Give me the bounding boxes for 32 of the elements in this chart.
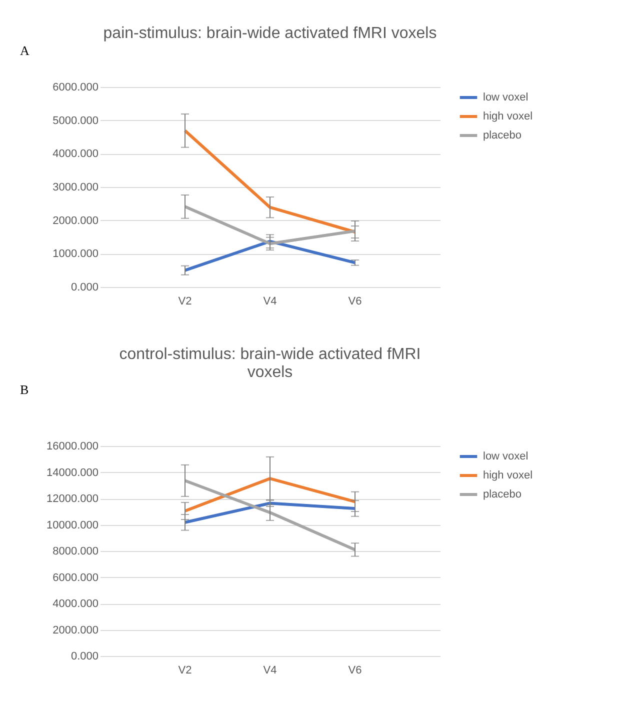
y-tick-label: 1000.000 (52, 248, 98, 260)
x-tick-label: V6 (348, 664, 362, 676)
y-tick-label: 14000.000 (46, 466, 98, 479)
text: A (20, 43, 30, 58)
chart-title: pain-stimulus: brain-wide activated fMRI voxels (103, 25, 437, 42)
y-tick-label: 2000.000 (52, 214, 98, 227)
legend-label: placebo (483, 130, 522, 142)
y-tick-label: 10000.000 (46, 519, 98, 532)
y-tick-label: 4000.000 (52, 148, 98, 160)
legend-label: high voxel (483, 110, 533, 122)
text: B (20, 382, 29, 397)
y-tick-label: 0.000 (70, 650, 98, 662)
x-tick-label: V2 (178, 296, 192, 308)
x-tick-label: V4 (263, 664, 277, 676)
y-tick-label: 16000.000 (46, 440, 98, 452)
y-tick-label: 6000.000 (52, 572, 98, 584)
y-tick-label: 0.000 (70, 282, 98, 294)
legend-label: low voxel (483, 92, 528, 104)
chart-title: control-stimulus: brain-wide activated fMRI voxels (119, 346, 421, 381)
legend-label: placebo (483, 488, 522, 500)
x-tick-label: V6 (348, 296, 362, 308)
y-tick-label: 5000.000 (52, 114, 98, 127)
y-tick-label: 3000.000 (52, 182, 98, 194)
y-tick-label: 8000.000 (52, 546, 98, 558)
y-tick-label: 6000.000 (52, 82, 98, 94)
x-tick-label: V4 (263, 296, 277, 308)
x-tick-label: V2 (178, 664, 192, 676)
y-tick-label: 2000.000 (52, 624, 98, 636)
y-tick-label: 4000.000 (52, 598, 98, 610)
y-tick-label: 12000.000 (46, 493, 98, 505)
legend-label: high voxel (483, 470, 533, 482)
legend-label: low voxel (483, 450, 528, 462)
